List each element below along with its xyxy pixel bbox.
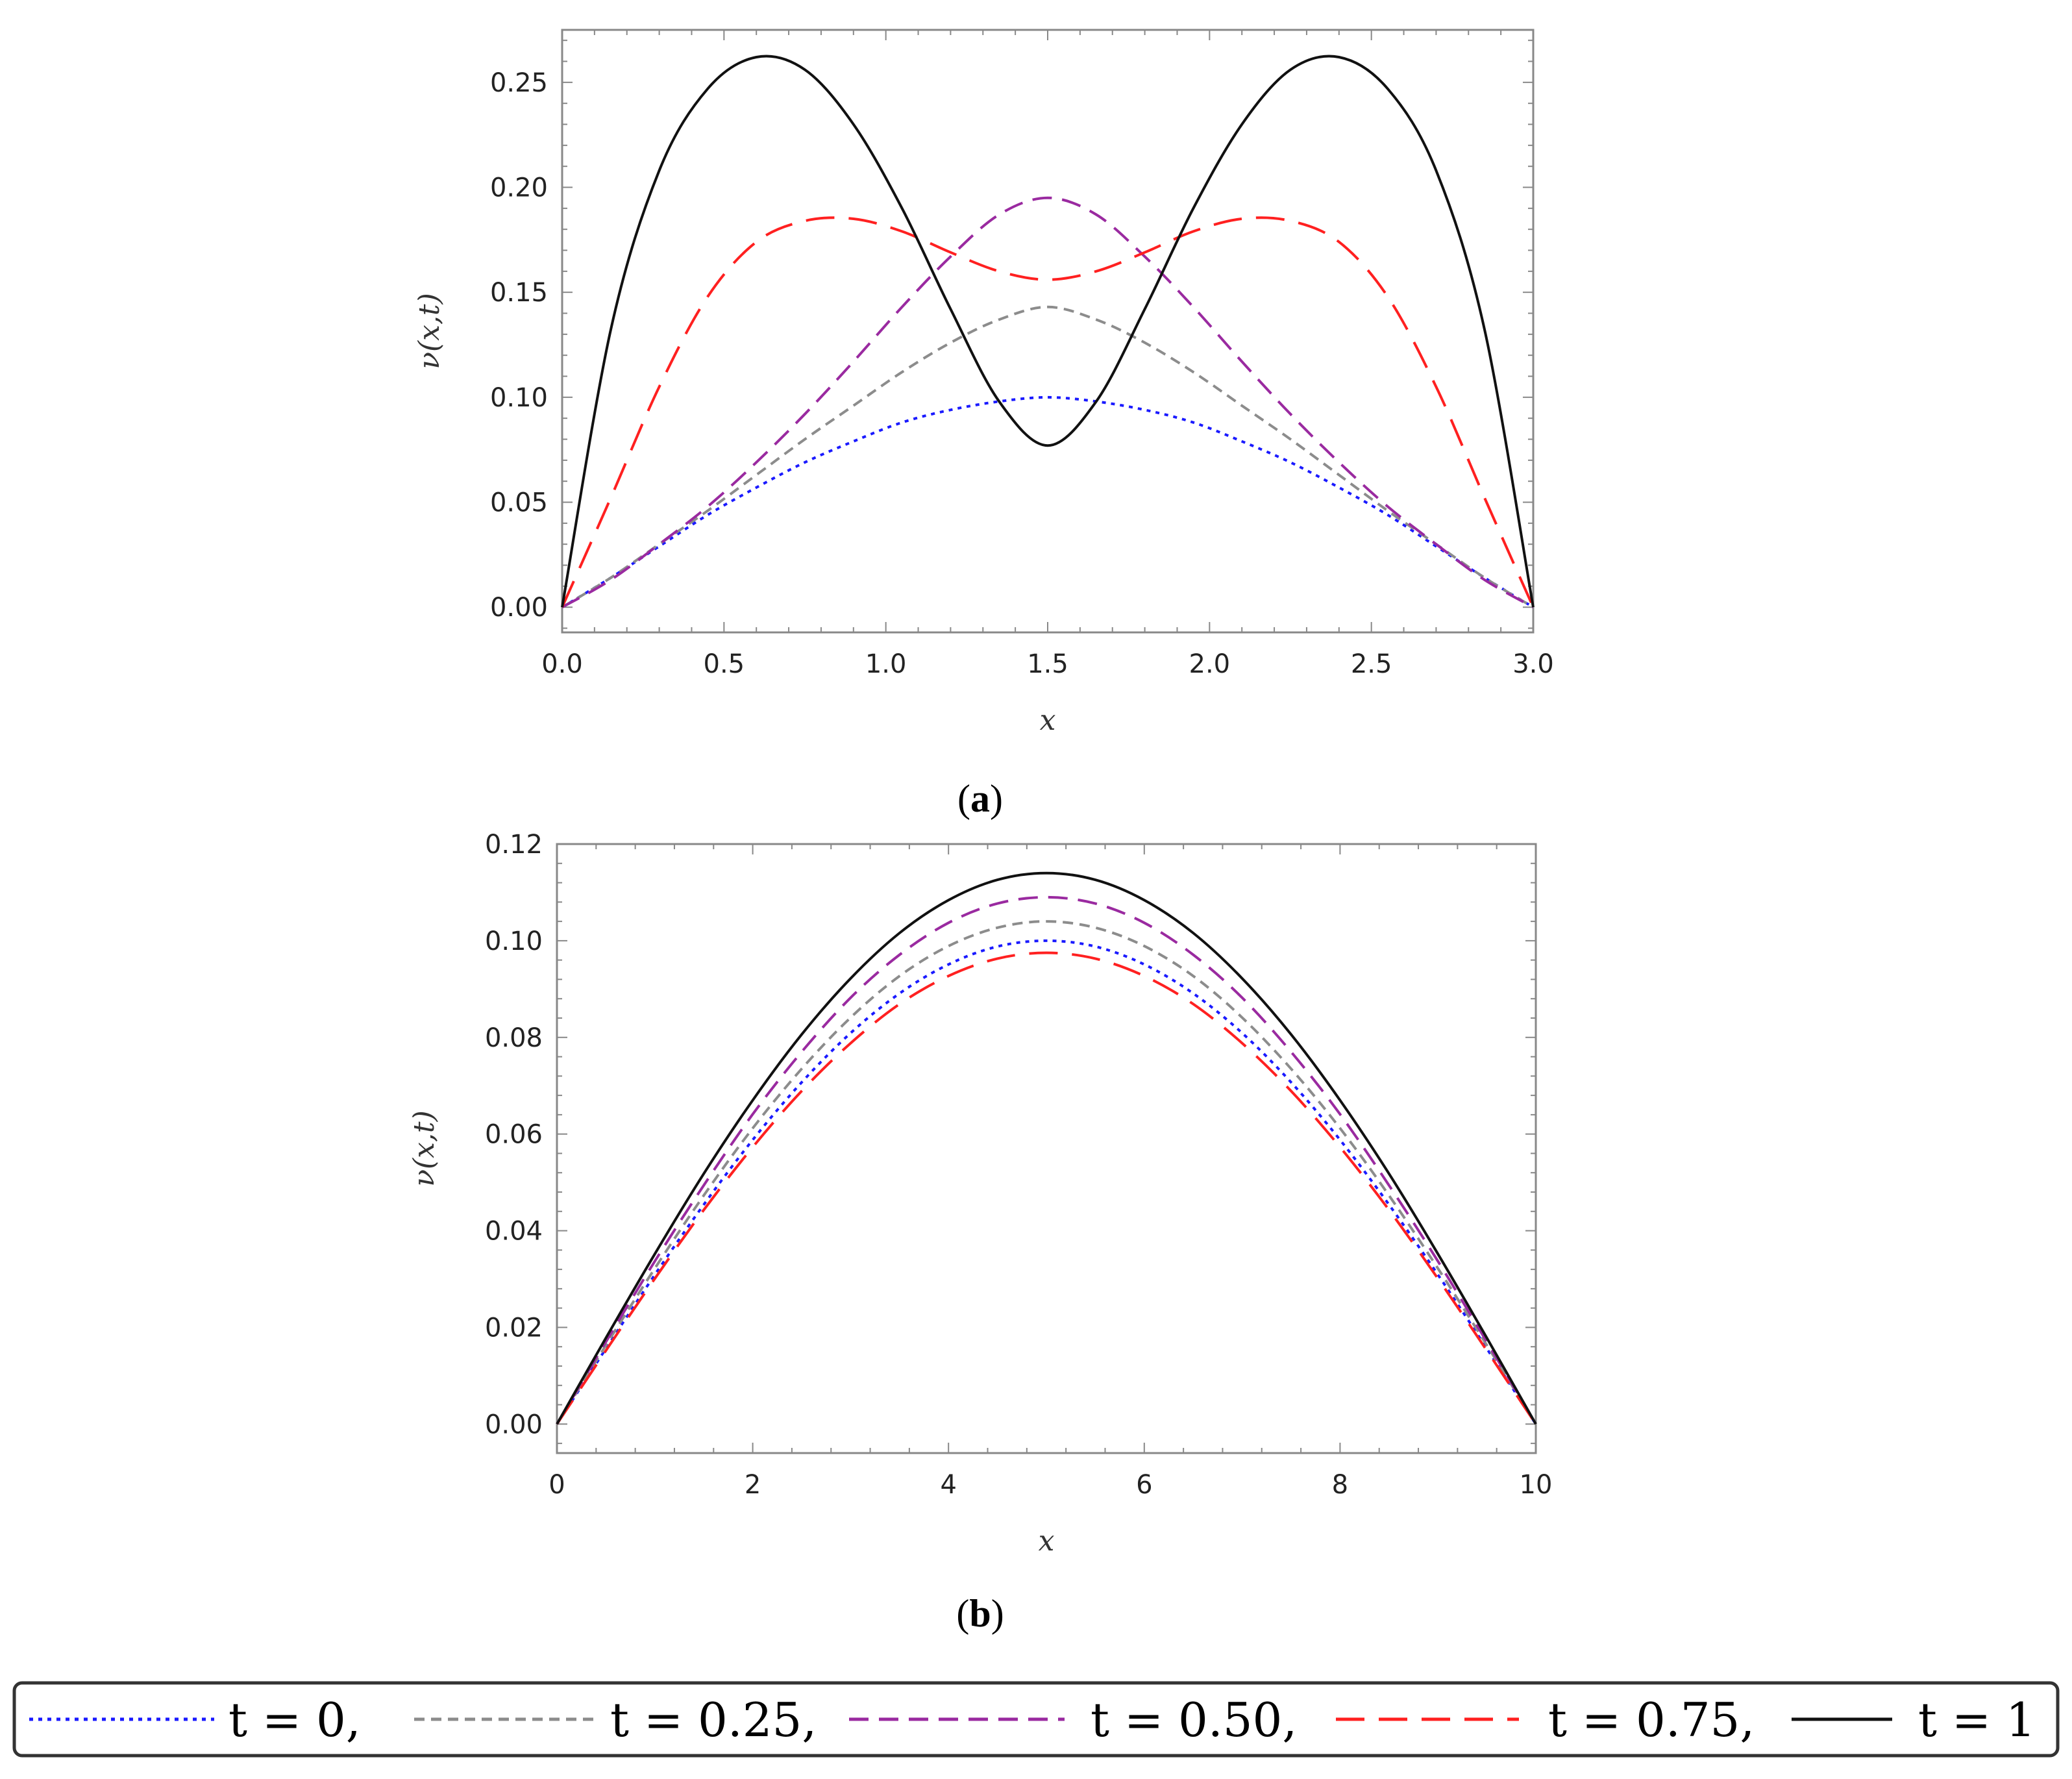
series-line-b-2 (556, 895, 1537, 1425)
legend-label-1: t = 0.25, (610, 1693, 817, 1747)
y-tick-label-b: 0.12 (485, 830, 543, 860)
x-tick-label-b: 6 (1136, 1470, 1152, 1500)
x-tick-label-b: 8 (1332, 1470, 1348, 1500)
legend-label-4: t = 1 (1918, 1693, 2036, 1747)
x-tick-label-a: 0.0 (541, 649, 583, 679)
panel-caption-a: (a) (957, 777, 1003, 820)
x-tick-label-b: 2 (745, 1470, 761, 1500)
y-tick-label-a: 0.10 (490, 383, 548, 413)
y-tick-label-a: 0.00 (490, 593, 548, 623)
plot-frame-b (556, 843, 1537, 1454)
series-line-a-4 (561, 55, 1535, 608)
x-axis-label-a: x (1040, 704, 1056, 737)
y-tick-label-b: 0.06 (485, 1120, 543, 1150)
chart-panel-a: 0.0 0.5 1.0 1.5 2.0 2.5 3.0 0.00 0.05 0.10 0.15 0.2… (413, 29, 1554, 737)
series-line-b-4 (556, 871, 1537, 1425)
y-tick-label-b: 0.08 (485, 1023, 543, 1053)
y-axis-label-b: ν(x,t) (408, 1110, 441, 1187)
x-tick-label-b: 4 (940, 1470, 956, 1500)
legend-label-0: t = 0, (228, 1693, 361, 1747)
series-line-b-1 (556, 920, 1537, 1425)
panel-caption-b: (b) (956, 1592, 1004, 1635)
y-axis-label-a: ν(x,t) (413, 293, 446, 369)
y-tick-label-a: 0.05 (490, 488, 548, 518)
y-tick-label-b: 0.10 (485, 927, 543, 956)
y-tick-label-b: 0.02 (485, 1313, 543, 1343)
x-tick-label-a: 2.5 (1351, 649, 1392, 679)
x-tick-label-a: 1.5 (1027, 649, 1068, 679)
x-tick-label-a: 3.0 (1512, 649, 1554, 679)
legend-label-2: t = 0.50, (1091, 1693, 1297, 1747)
y-tick-label-b: 0.04 (485, 1217, 543, 1247)
legend: t = 0, t = 0.25, t = 0.50, t = 0.75, t = 1 (12, 1681, 2060, 1758)
x-tick-label-a: 1.0 (865, 649, 907, 679)
x-axis-label-b: x (1039, 1524, 1055, 1558)
series-line-a-0 (561, 395, 1535, 608)
x-tick-label-a: 2.0 (1189, 649, 1231, 679)
x-tick-label-b: 10 (1520, 1470, 1553, 1500)
plot-frame-a (561, 29, 1535, 634)
x-tick-label-b: 0 (549, 1470, 565, 1500)
y-tick-label-a: 0.25 (490, 68, 548, 98)
y-tick-label-a: 0.20 (490, 173, 548, 203)
y-tick-label-b: 0.00 (485, 1410, 543, 1439)
series-line-a-1 (561, 305, 1535, 608)
x-tick-label-a: 0.5 (704, 649, 745, 679)
y-tick-label-a: 0.15 (490, 278, 548, 308)
series-line-a-2 (561, 196, 1534, 608)
chart-panel-b: 0 2 4 6 8 10 0.00 0.02 0.04 0.06 0.08 0.10 0.12 x ν(x,… (408, 830, 1552, 1558)
series-line-b-0 (556, 939, 1537, 1425)
legend-label-3: t = 0.75, (1548, 1693, 1755, 1747)
series-line-a-3 (561, 216, 1535, 608)
series-line-b-3 (556, 951, 1537, 1425)
